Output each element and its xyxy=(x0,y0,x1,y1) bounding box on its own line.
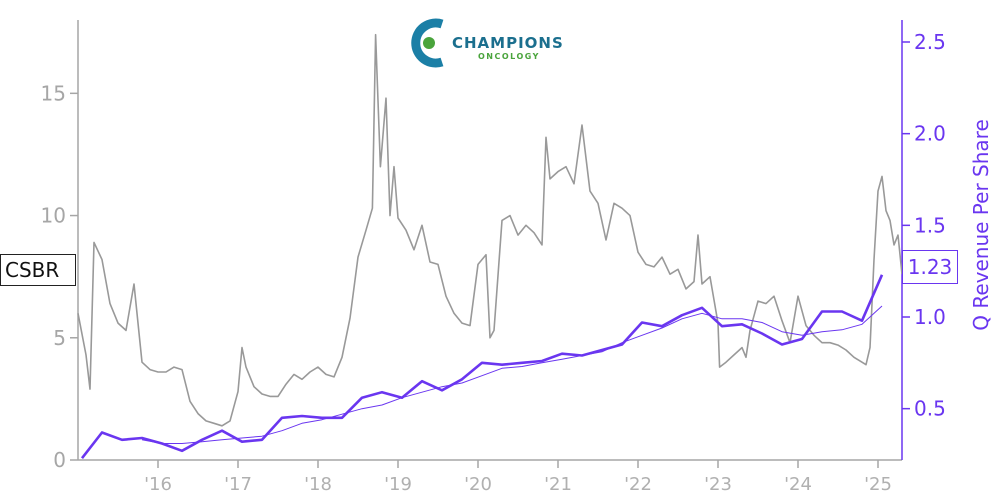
x-tick-label: '20 xyxy=(464,474,492,495)
last-value-label: 1.23 xyxy=(902,250,958,284)
x-tick-label: '22 xyxy=(624,474,652,495)
series-layer xyxy=(77,33,903,459)
company-logo: CHAMPIONS ONCOLOGY xyxy=(408,14,588,74)
left-tick-label: 10 xyxy=(41,204,66,228)
x-tick-label: '19 xyxy=(384,474,412,495)
revenue-per-share-line xyxy=(80,274,884,459)
x-tick-label: '16 xyxy=(144,474,172,495)
x-tick-label: '18 xyxy=(304,474,332,495)
x-tick-label: '17 xyxy=(224,474,252,495)
x-tick-label: '23 xyxy=(704,474,732,495)
logo-mark-icon xyxy=(411,18,444,68)
right-tick-label: 1.0 xyxy=(914,305,946,329)
price-line xyxy=(77,33,903,427)
logo-brand-text: CHAMPIONS xyxy=(452,34,564,52)
right-tick-label: 1.5 xyxy=(914,213,946,237)
left-tick-label: 15 xyxy=(41,81,66,105)
revenue-trend-line xyxy=(141,305,883,444)
left-tick-label: 0 xyxy=(53,448,66,472)
right-tick-label: 2.5 xyxy=(914,30,946,54)
x-tick-label: '24 xyxy=(784,474,812,495)
right-axis-label: Q Revenue Per Share xyxy=(969,119,993,331)
logo-sub-text: ONCOLOGY xyxy=(478,52,540,61)
left-tick-label: 5 xyxy=(53,326,66,350)
ticker-label: CSBR xyxy=(0,254,76,286)
axes-layer: 0 5 10 15 '16 '17 '18 '19 '20 '21 '22 '23 '24 '25 0.5 1… xyxy=(41,20,946,495)
right-tick-label: 2.0 xyxy=(914,122,946,146)
x-tick-label: '25 xyxy=(864,474,892,495)
x-tick-label: '21 xyxy=(544,474,572,495)
right-tick-label: 0.5 xyxy=(914,397,946,421)
